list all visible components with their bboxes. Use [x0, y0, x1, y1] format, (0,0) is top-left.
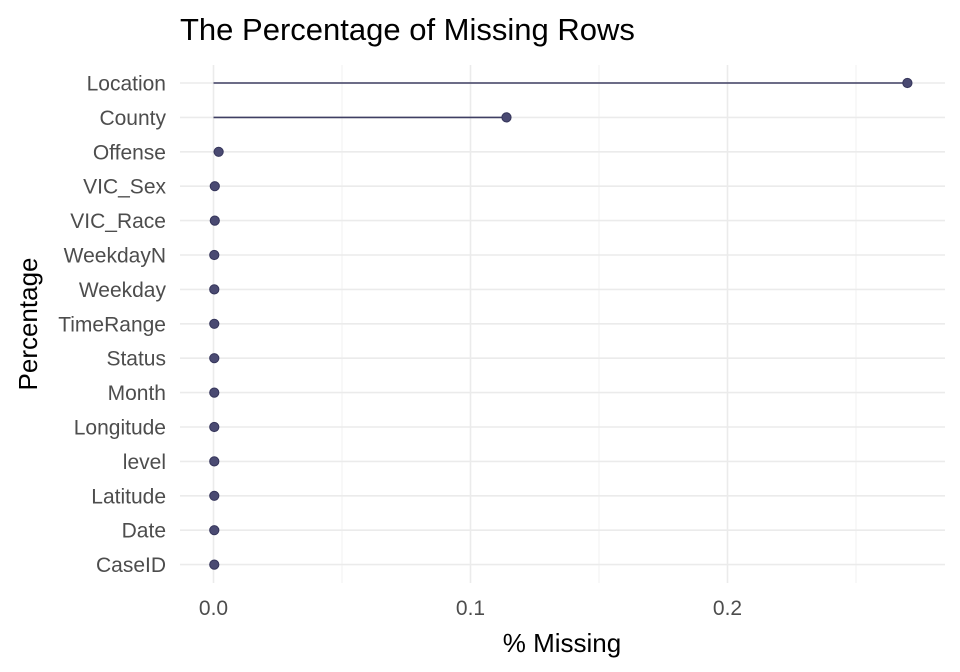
x-tick-labels: 0.0 0.1 0.2 — [199, 597, 742, 620]
lollipop-points — [209, 77, 913, 570]
y-tick-label: Date — [122, 520, 166, 543]
lollipop-point — [213, 146, 224, 157]
y-axis-title: Percentage — [13, 258, 43, 391]
plot-grid — [180, 65, 945, 583]
lollipop-point — [209, 353, 220, 364]
chart-title: The Percentage of Missing Rows — [180, 12, 635, 47]
y-tick-label: TimeRange — [58, 313, 166, 336]
y-tick-label: Weekday — [79, 279, 167, 302]
y-tick-label: Offense — [93, 141, 166, 164]
y-tick-label: CaseID — [96, 554, 166, 577]
lollipop-point — [209, 284, 220, 295]
x-axis-title: % Missing — [503, 628, 621, 658]
lollipop-point — [902, 77, 913, 89]
y-tick-label: Month — [108, 382, 166, 405]
x-tick-label: 0.2 — [713, 597, 742, 620]
y-tick-labels: Location County Offense VIC_Sex VIC_Race Week… — [58, 73, 166, 578]
y-tick-label: level — [123, 451, 166, 474]
y-tick-label: Status — [106, 348, 166, 371]
lollipop-point — [209, 525, 220, 536]
lollipop-point — [209, 456, 220, 467]
y-tick-label: Latitude — [91, 485, 166, 508]
lollipop-point — [209, 318, 220, 329]
lollipop-point — [209, 421, 220, 433]
lollipop-point — [209, 181, 220, 192]
y-tick-label: WeekdayN — [64, 245, 166, 268]
x-tick-label: 0.1 — [456, 597, 485, 620]
lollipop-point — [209, 215, 220, 226]
lollipop-point — [209, 490, 220, 501]
lollipop-point — [209, 559, 220, 570]
lollipop-point — [209, 387, 220, 398]
y-tick-label: Location — [87, 73, 166, 96]
y-tick-label: VIC_Race — [70, 210, 166, 233]
lollipop-point — [501, 112, 512, 123]
lollipop-point — [209, 249, 220, 261]
y-tick-label: Longitude — [74, 417, 166, 440]
y-tick-label: VIC_Sex — [83, 176, 166, 199]
x-tick-label: 0.0 — [199, 597, 228, 620]
y-tick-label: County — [99, 107, 166, 130]
